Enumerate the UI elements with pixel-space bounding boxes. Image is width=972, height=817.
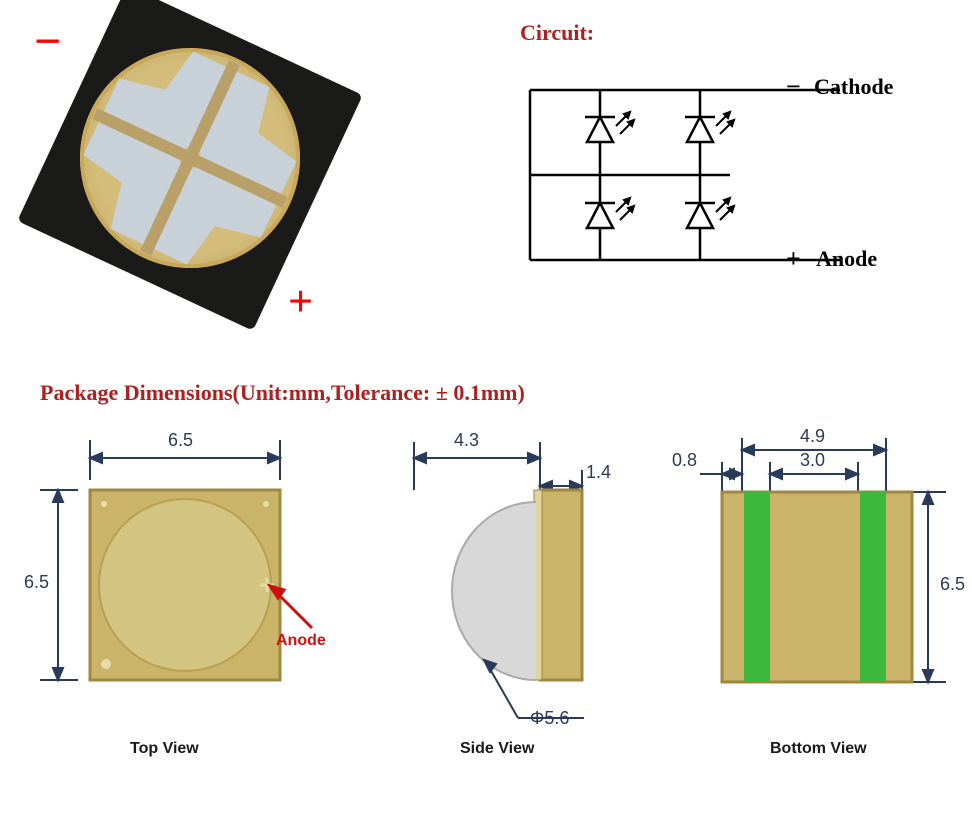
side-view-label: Side View [460, 740, 534, 758]
top-view-anode-label: Anode [276, 632, 326, 650]
circuit-cathode-label: Cathode [814, 74, 893, 100]
circuit-minus-symbol: − [786, 72, 801, 102]
photo-plus-symbol: + [288, 280, 313, 324]
side-view-edge-width-dim: 1.4 [586, 462, 611, 483]
top-view-height-dim: 6.5 [24, 572, 49, 593]
top-view-label: Top View [130, 740, 199, 758]
bottom-view-height-dim: 6.5 [940, 574, 965, 595]
circuit-anode-label: Anode [816, 246, 877, 272]
bottom-view-inner-width-dim: 3.0 [800, 450, 825, 471]
bottom-view-drawing [660, 430, 960, 750]
bottom-view-top-width-dim: 4.9 [800, 426, 825, 447]
bottom-view-label: Bottom View [770, 740, 867, 758]
side-view-top-width-dim: 4.3 [454, 430, 479, 451]
top-view-drawing [20, 430, 330, 750]
package-dimensions-heading: Package Dimensions(Unit:mm,Tolerance: ± … [40, 380, 525, 406]
bottom-view-edge-width-dim: 0.8 [672, 450, 697, 471]
circuit-plus-symbol: + [786, 244, 801, 274]
photo-minus-symbol: − [34, 18, 61, 66]
top-view-width-dim: 6.5 [168, 430, 193, 451]
circuit-heading: Circuit: [520, 20, 594, 46]
side-view-lens-diameter: Φ5.6 [530, 708, 569, 729]
